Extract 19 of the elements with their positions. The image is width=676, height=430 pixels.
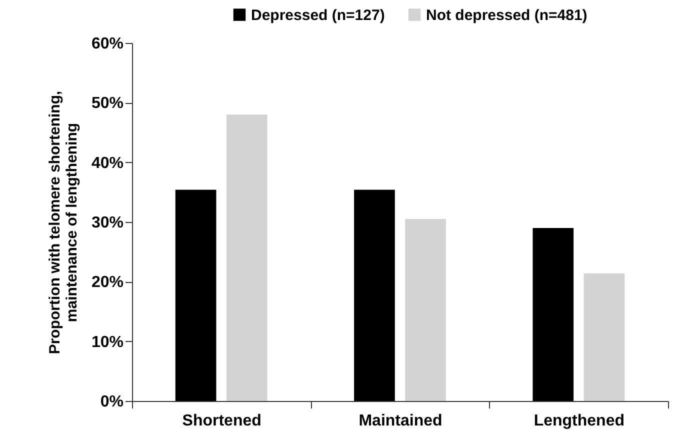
y-axis-title: Proportion with telomere shortening, maintenance of lengthening bbox=[46, 90, 80, 354]
x-tick-label: Maintained bbox=[358, 412, 442, 430]
bar bbox=[175, 190, 216, 401]
legend-label: Depressed (n=127) bbox=[251, 6, 385, 24]
y-tick-label: 10% bbox=[91, 334, 124, 351]
y-tick-label: 60% bbox=[91, 36, 124, 52]
y-tick-label: 20% bbox=[91, 274, 124, 292]
y-tick-label: 40% bbox=[91, 154, 124, 172]
bar bbox=[354, 190, 395, 401]
bar bbox=[226, 114, 268, 401]
bar bbox=[584, 273, 625, 401]
y-tick-label: 30% bbox=[91, 214, 124, 232]
bar bbox=[532, 228, 574, 401]
bar bbox=[405, 219, 446, 401]
x-tick-label: Shortened bbox=[182, 412, 262, 430]
x-tick-label: Lengthened bbox=[534, 412, 625, 430]
legend-label: Not depressed (n=481) bbox=[426, 6, 588, 24]
y-tick-label: 0% bbox=[100, 394, 124, 410]
y-tick-label: 50% bbox=[91, 95, 124, 112]
